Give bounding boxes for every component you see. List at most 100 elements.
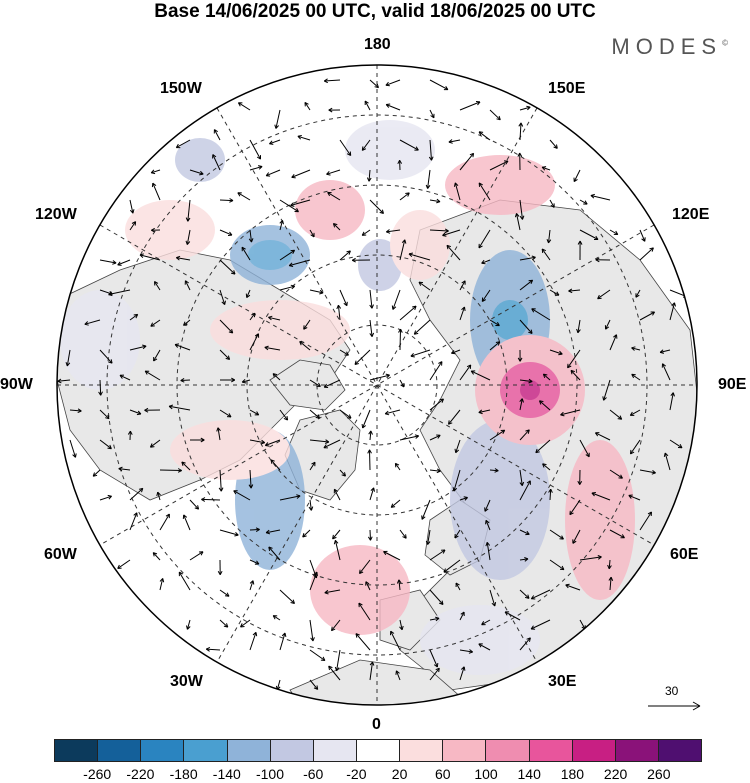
- wind-arrow-head: [517, 357, 523, 362]
- wind-arrow: [99, 495, 112, 501]
- wind-arrow: [150, 319, 161, 327]
- wind-arrow-head: [354, 360, 359, 365]
- wind-arrow: [265, 439, 281, 446]
- wind-arrow: [429, 649, 438, 668]
- wind-arrow-head: [150, 169, 156, 175]
- wind-arrow: [279, 632, 286, 651]
- graticule: [57, 65, 697, 705]
- wind-arrow-head: [367, 449, 372, 454]
- wind-arrow: [489, 429, 505, 441]
- wind-arrow: [186, 229, 191, 245]
- wind-arrow: [630, 439, 641, 455]
- wind-arrow: [152, 182, 161, 201]
- wind-arrow-head: [443, 568, 448, 573]
- colorbar-tick-label: 180: [560, 766, 585, 782]
- wind-arrow: [659, 349, 671, 353]
- colorbar-tick-label: -220: [126, 766, 155, 782]
- wind-arrow-head: [461, 306, 466, 311]
- wind-arrow: [99, 259, 117, 264]
- wind-arrow-head: [361, 231, 367, 236]
- wind-arrow: [605, 319, 611, 330]
- wind-arrow: [429, 434, 441, 441]
- wind-arrow: [249, 559, 260, 565]
- wind-arrow: [337, 305, 341, 321]
- wind-arrow-head: [530, 625, 536, 630]
- wind-arrow-head: [138, 487, 144, 493]
- wind-arrow-head: [341, 472, 346, 477]
- wind-arrow-head: [177, 468, 182, 473]
- wind-arrow: [429, 139, 432, 161]
- wind-arrow: [390, 630, 401, 651]
- wind-arrow-head: [245, 293, 251, 298]
- wind-arrow-head: [496, 115, 501, 121]
- wind-arrow-head: [346, 151, 352, 156]
- wind-arrow: [597, 289, 611, 300]
- wind-arrow: [249, 333, 259, 351]
- wind-arrow-head: [291, 173, 296, 179]
- wind-arrow: [639, 229, 646, 242]
- wind-arrow: [333, 488, 341, 501]
- wind-arrow-head: [358, 602, 363, 608]
- wind-arrow: [279, 409, 288, 421]
- wind-arrow-head: [152, 552, 158, 557]
- wind-arrow: [152, 552, 161, 561]
- wind-arrow-head: [316, 382, 321, 387]
- wind-arrow-head: [470, 370, 476, 375]
- wind-arrow-head: [435, 616, 440, 622]
- wind-arrow-head: [594, 235, 599, 240]
- wind-arrow: [369, 661, 373, 681]
- wind-arrow: [233, 490, 251, 501]
- wind-arrow: [117, 259, 131, 266]
- wind-arrow: [129, 313, 138, 321]
- wind-arrow: [628, 494, 641, 501]
- wind-arrow: [549, 289, 560, 296]
- wind-arrow: [92, 469, 101, 477]
- wind-arrow-head: [133, 313, 139, 319]
- wind-arrow: [421, 499, 431, 520]
- wind-arrow-head: [466, 364, 472, 369]
- wind-arrow-head: [504, 611, 510, 616]
- wind-arrow: [266, 529, 281, 534]
- wind-arrow-head: [539, 400, 544, 405]
- wind-arrow: [577, 319, 581, 333]
- wind-arrow-head: [224, 592, 230, 597]
- wind-arrow-head: [661, 363, 666, 368]
- wind-arrow-head: [478, 409, 483, 415]
- wind-arrow-head: [463, 496, 468, 501]
- wind-arrow-head: [320, 656, 326, 661]
- wind-arrow: [323, 439, 341, 449]
- wind-arrow-head: [264, 442, 270, 447]
- wind-arrow-head: [131, 221, 137, 226]
- wind-arrow-head: [221, 300, 226, 305]
- wind-arrow-head: [517, 152, 523, 157]
- wind-arrow: [572, 529, 581, 544]
- wind-arrow-head: [129, 209, 135, 214]
- wind-arrow-head: [454, 448, 460, 454]
- wind-arrow: [309, 229, 315, 238]
- wind-arrow: [478, 643, 491, 651]
- wind-arrow-head: [228, 329, 234, 334]
- wind-arrow-head: [542, 373, 548, 379]
- wind-arrow-head: [328, 107, 333, 113]
- wind-arrow-head: [133, 512, 138, 517]
- wind-arrow-head: [630, 449, 635, 455]
- wind-arrow-head: [439, 398, 444, 403]
- wind-arrow-head: [568, 288, 573, 294]
- wind-arrow-head: [248, 484, 254, 489]
- wind-arrow: [489, 160, 509, 171]
- wind-arrow: [99, 379, 102, 396]
- wind-arrow: [264, 346, 281, 351]
- wind-arrow: [579, 229, 599, 240]
- wind-arrow: [408, 253, 431, 261]
- wind-arrow-head: [274, 124, 279, 129]
- wind-arrow: [631, 347, 641, 351]
- wind-arrow-head: [604, 325, 610, 330]
- wind-arrow-head: [518, 122, 524, 127]
- wind-arrow-head: [379, 209, 384, 214]
- wind-arrow-head: [183, 321, 188, 326]
- wind-arrow: [186, 619, 191, 630]
- wind-arrow-head: [185, 240, 191, 245]
- wind-arrow: [339, 139, 352, 156]
- wind-arrow-head: [478, 243, 483, 249]
- wind-arrow-head: [288, 262, 294, 267]
